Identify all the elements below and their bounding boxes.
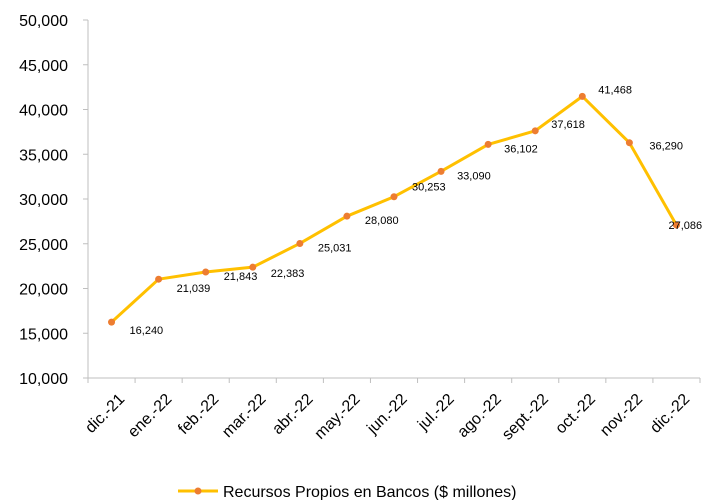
x-tick-label: sept.-22 [499, 391, 552, 444]
data-label: 33,090 [457, 170, 491, 182]
legend-label: Recursos Propios en Bancos ($ millones) [223, 484, 516, 500]
data-point [249, 264, 256, 271]
x-tick-label: ago.-22 [455, 391, 505, 441]
data-point [485, 141, 492, 148]
data-point [391, 193, 398, 200]
x-tick-label: dic.-21 [82, 391, 128, 437]
x-tick-label: feb.-22 [175, 391, 222, 438]
data-label: 37,618 [551, 119, 585, 131]
data-point [202, 269, 209, 276]
data-point [155, 276, 162, 283]
data-point [532, 127, 539, 134]
y-tick-label: 40,000 [19, 103, 68, 120]
data-point [343, 213, 350, 220]
data-point [579, 93, 586, 100]
y-tick-label: 30,000 [19, 192, 68, 209]
data-label: 25,031 [318, 242, 352, 254]
y-tick-label: 10,000 [19, 371, 68, 388]
x-tick-label: oct.-22 [552, 391, 599, 438]
x-tick-label: ene.-22 [125, 391, 175, 441]
data-label: 27,086 [668, 220, 702, 232]
legend: Recursos Propios en Bancos ($ millones) [178, 484, 516, 500]
data-point [296, 240, 303, 247]
data-label: 28,080 [365, 215, 399, 227]
data-label: 36,102 [504, 143, 538, 155]
x-tick-label: dic.-22 [647, 391, 693, 437]
data-label: 21,843 [224, 271, 258, 283]
y-tick-label: 20,000 [19, 282, 68, 299]
y-tick-label: 35,000 [19, 147, 68, 164]
data-label: 21,039 [177, 283, 211, 295]
x-tick-label: abr.-22 [269, 391, 316, 438]
y-tick-label: 50,000 [19, 13, 68, 30]
x-tick-label: may.-22 [312, 391, 364, 443]
legend-marker-swatch [195, 488, 202, 495]
y-tick-label: 45,000 [19, 58, 68, 75]
data-point [108, 319, 115, 326]
y-axis: 10,000 15,000 20,000 25,000 30,000 35,000 40,0… [19, 13, 88, 388]
x-tick-label: mar.-22 [219, 391, 269, 441]
x-tick-label: nov.-22 [597, 391, 646, 440]
data-label: 16,240 [130, 325, 164, 337]
data-labels: 16,240 21,039 21,843 22,383 25,031 28,080 30,2… [130, 84, 703, 337]
y-tick-label: 15,000 [19, 326, 68, 343]
data-label: 36,290 [649, 141, 683, 153]
data-point [438, 168, 445, 175]
x-tick-label: jul.-22 [414, 391, 458, 435]
y-tick-label: 25,000 [19, 237, 68, 254]
data-label: 41,468 [598, 84, 632, 96]
data-label: 30,253 [412, 182, 446, 194]
x-tick-label: jun.-22 [363, 391, 410, 438]
data-point [626, 139, 633, 146]
data-label: 22,383 [271, 268, 305, 280]
